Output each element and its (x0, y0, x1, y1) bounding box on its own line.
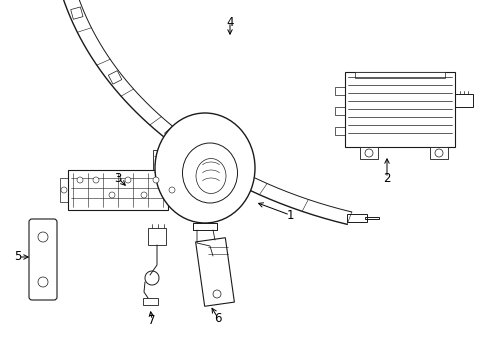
Circle shape (77, 177, 83, 183)
Circle shape (125, 177, 131, 183)
Ellipse shape (155, 113, 254, 223)
Polygon shape (142, 298, 158, 305)
Polygon shape (153, 150, 161, 186)
Polygon shape (195, 238, 234, 306)
Text: 6: 6 (214, 311, 221, 324)
Text: 3: 3 (114, 171, 122, 185)
Circle shape (153, 177, 159, 183)
Polygon shape (68, 170, 168, 210)
Polygon shape (148, 228, 165, 245)
Circle shape (93, 177, 99, 183)
Text: 1: 1 (285, 208, 293, 221)
Polygon shape (345, 72, 454, 147)
Text: 7: 7 (148, 314, 156, 327)
FancyBboxPatch shape (29, 219, 57, 300)
Polygon shape (359, 147, 377, 159)
Polygon shape (429, 147, 447, 159)
Polygon shape (346, 214, 366, 222)
Text: 2: 2 (383, 171, 390, 185)
Polygon shape (354, 72, 444, 78)
Text: 4: 4 (226, 15, 233, 28)
Text: 5: 5 (14, 251, 21, 264)
Circle shape (109, 192, 115, 198)
Circle shape (141, 192, 147, 198)
